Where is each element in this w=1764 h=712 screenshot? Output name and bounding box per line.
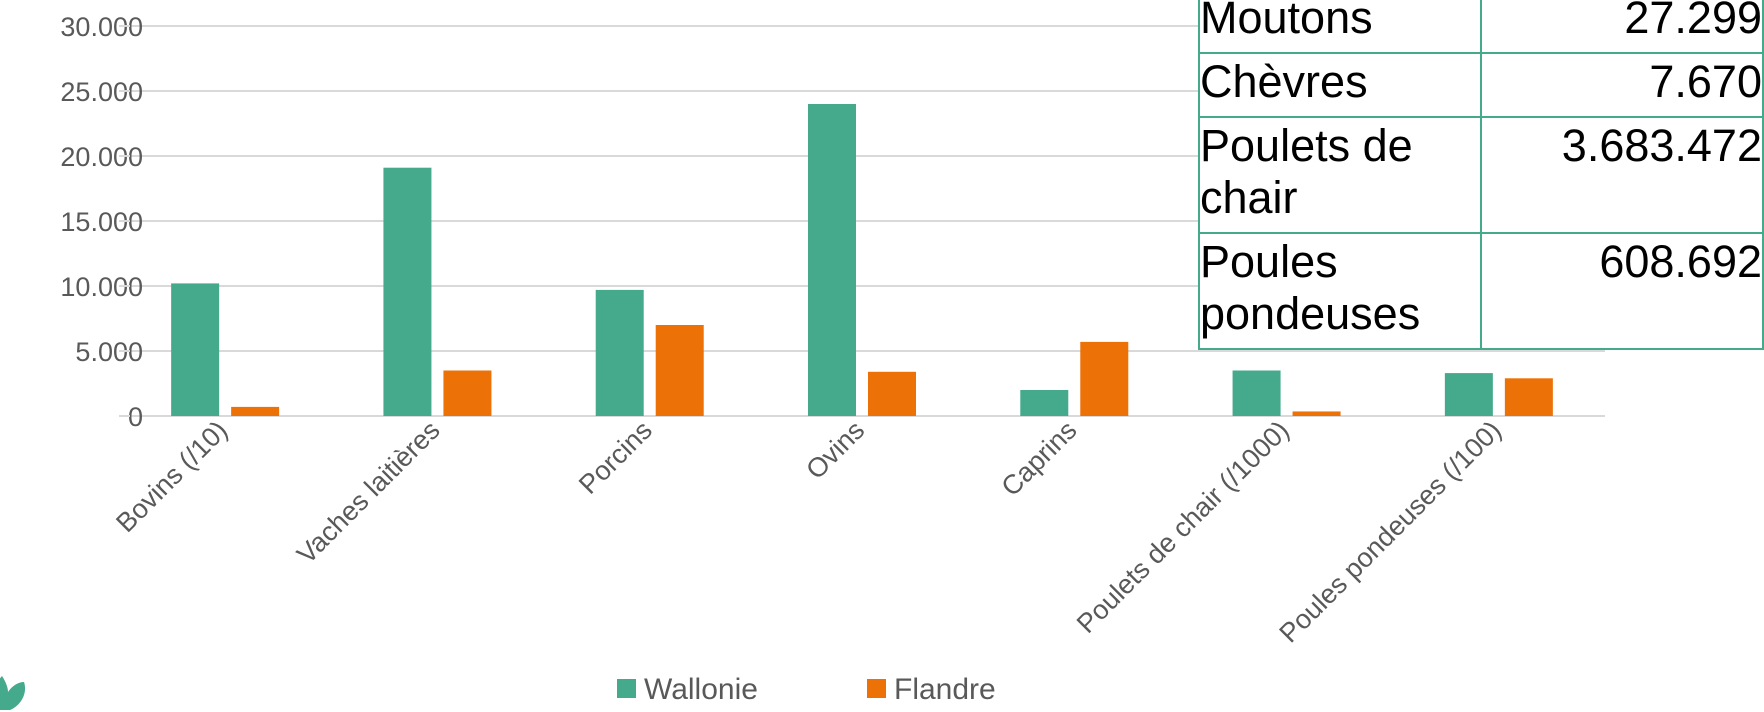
table-row: Poules pondeuses 608.692 — [1197, 232, 1764, 350]
bar-wallonie — [1232, 370, 1281, 416]
table-cell-label: Chèvres — [1197, 52, 1483, 118]
x-axis-labels: Bovins (/10) Vaches laitières Porcins Ovins… — [110, 415, 1507, 648]
bar-wallonie — [171, 283, 220, 416]
x-tick-label: Caprins — [996, 415, 1083, 502]
table-cell-label: Poulets de chair — [1197, 116, 1483, 234]
legend-label-wallonie: Wallonie — [644, 673, 758, 701]
bar-flandre — [231, 406, 280, 416]
leaf-icon — [0, 676, 25, 710]
x-tick-label: Vaches laitières — [291, 415, 446, 570]
legend-swatch-flandre — [867, 679, 886, 698]
legend: Wallonie Flandre — [617, 673, 996, 701]
bar-wallonie — [383, 167, 432, 416]
bar-flandre — [1080, 341, 1129, 416]
y-tick-label: 10.000 — [60, 272, 143, 302]
table-cell-label: Moutons — [1197, 0, 1483, 54]
bar-flandre — [655, 325, 704, 416]
legend-label-flandre: Flandre — [894, 673, 996, 701]
bar-wallonie — [1020, 390, 1069, 416]
table-row: Chèvres 7.670 — [1197, 52, 1764, 118]
legend-swatch-wallonie — [617, 679, 636, 698]
y-tick-label: 5.000 — [75, 337, 143, 367]
bar-flandre — [1504, 378, 1553, 416]
bar-wallonie — [808, 104, 856, 416]
x-tick-label: Ovins — [800, 415, 870, 485]
x-tick-label: Porcins — [573, 415, 658, 500]
table-cell-value: 3.683.472 — [1480, 116, 1764, 234]
y-tick-label: 20.000 — [60, 142, 143, 172]
y-axis-ticks: 0 5.000 10.000 15.000 20.000 25.000 30.000 — [60, 12, 143, 432]
y-tick-label: 25.000 — [60, 77, 143, 107]
table-cell-value: 27.299 — [1480, 0, 1764, 54]
livestock-table: Moutons 27.299 Chèvres 7.670 Poulets de chai… — [1197, 0, 1764, 350]
x-tick-label: Bovins (/10) — [110, 415, 233, 538]
y-tick-label: 30.000 — [60, 12, 143, 42]
x-tick-label: Poules pondeuses (/100) — [1274, 415, 1508, 648]
y-tick-label: 15.000 — [60, 207, 143, 237]
table-cell-value: 7.670 — [1480, 52, 1764, 118]
bar-flandre — [443, 370, 492, 416]
table-row: Moutons 27.299 — [1197, 0, 1764, 54]
x-tick-label: Poulets de chair (/1000) — [1071, 415, 1295, 639]
bar-flandre — [868, 371, 916, 416]
bar-flandre — [1292, 411, 1341, 416]
table-cell-label: Poules pondeuses — [1197, 232, 1483, 350]
bars — [171, 104, 1553, 416]
bar-wallonie — [595, 289, 644, 416]
bar-wallonie — [1444, 373, 1493, 416]
y-tick-label: 0 — [128, 402, 143, 432]
table-cell-value: 608.692 — [1480, 232, 1764, 350]
gridlines — [119, 25, 1605, 417]
table-row: Poulets de chair 3.683.472 — [1197, 116, 1764, 234]
